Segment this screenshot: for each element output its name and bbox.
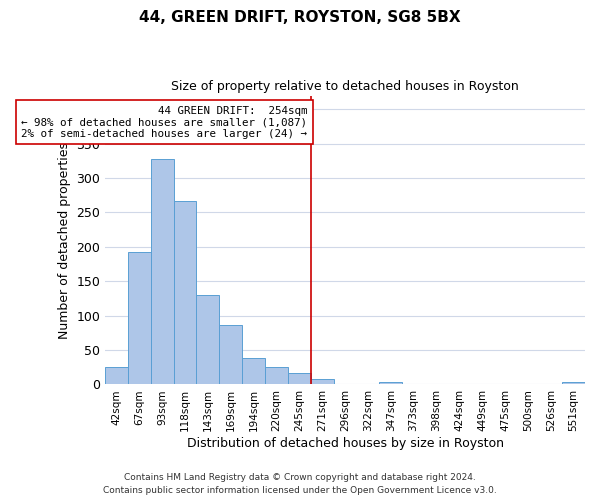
Bar	[151, 159, 173, 384]
Text: 44, GREEN DRIFT, ROYSTON, SG8 5BX: 44, GREEN DRIFT, ROYSTON, SG8 5BX	[139, 10, 461, 25]
Bar	[379, 382, 402, 384]
Bar	[265, 368, 288, 384]
X-axis label: Distribution of detached houses by size in Royston: Distribution of detached houses by size …	[187, 437, 503, 450]
Text: Contains HM Land Registry data © Crown copyright and database right 2024.
Contai: Contains HM Land Registry data © Crown c…	[103, 474, 497, 495]
Bar	[242, 358, 265, 384]
Bar	[288, 373, 311, 384]
Bar	[105, 368, 128, 384]
Bar	[173, 202, 196, 384]
Y-axis label: Number of detached properties: Number of detached properties	[58, 142, 71, 338]
Bar	[220, 326, 242, 384]
Title: Size of property relative to detached houses in Royston: Size of property relative to detached ho…	[171, 80, 519, 93]
Bar	[311, 379, 334, 384]
Bar	[128, 252, 151, 384]
Bar	[562, 382, 585, 384]
Bar	[196, 295, 220, 384]
Text: 44 GREEN DRIFT:  254sqm
← 98% of detached houses are smaller (1,087)
2% of semi-: 44 GREEN DRIFT: 254sqm ← 98% of detached…	[22, 106, 307, 139]
